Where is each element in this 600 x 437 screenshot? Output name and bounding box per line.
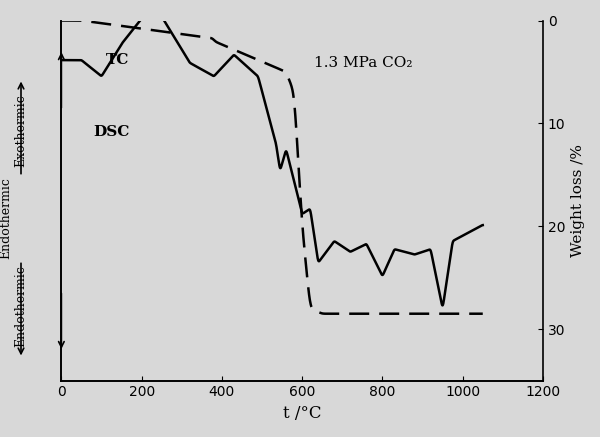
X-axis label: t /°C: t /°C (283, 405, 322, 422)
Text: Endothermic: Endothermic (0, 177, 13, 260)
Text: TC: TC (106, 53, 129, 67)
Text: Exothermic: Exothermic (14, 95, 28, 167)
Text: 1.3 MPa CO₂: 1.3 MPa CO₂ (314, 56, 413, 70)
Text: DSC: DSC (94, 125, 130, 139)
Y-axis label: Weight loss /%: Weight loss /% (571, 144, 585, 257)
Text: Endothermic: Endothermic (14, 265, 28, 347)
